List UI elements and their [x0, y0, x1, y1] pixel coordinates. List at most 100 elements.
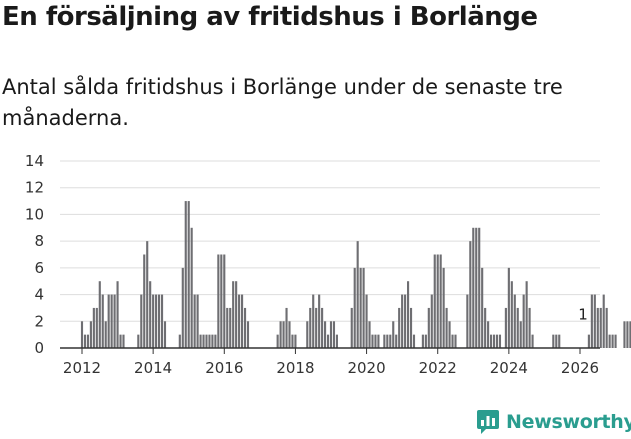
- bar-19: [137, 334, 140, 348]
- bar-56: [246, 321, 250, 348]
- bar-26: [158, 294, 161, 348]
- bar-103: [386, 334, 389, 348]
- chart-title: En försäljning av fritidshus i Borlänge: [2, 2, 538, 32]
- bar-12: [116, 281, 119, 348]
- bar-148: [519, 321, 522, 348]
- bar-131: [469, 241, 472, 348]
- bar-85: [332, 321, 336, 348]
- bar-50: [229, 307, 232, 348]
- newsworthy-logo-icon: [477, 410, 499, 434]
- bar-107: [398, 307, 401, 348]
- bar-120: [436, 254, 439, 348]
- bar-109: [404, 294, 407, 348]
- bar-86: [335, 334, 338, 348]
- bar-135: [481, 267, 484, 348]
- bar-82: [324, 321, 327, 348]
- bar-24: [152, 294, 155, 348]
- bar-78: [312, 294, 315, 348]
- bar-132: [472, 227, 475, 348]
- bar-118: [430, 294, 433, 348]
- bar-68: [282, 321, 285, 348]
- bar-28: [163, 321, 167, 348]
- bar-145: [510, 281, 513, 348]
- bar-70: [288, 321, 291, 348]
- x-tick-label-2022: 2022: [419, 359, 457, 377]
- bar-66: [276, 334, 279, 348]
- bar-92: [353, 267, 356, 348]
- y-tick-label-2: 2: [34, 312, 44, 330]
- bar-20: [140, 294, 143, 348]
- bar-25: [155, 294, 158, 348]
- bar-178: [608, 334, 611, 348]
- x-tick-label-2020: 2020: [347, 359, 385, 377]
- bar-144: [507, 267, 510, 348]
- bar-21: [143, 254, 146, 348]
- bar-146: [513, 294, 516, 348]
- bar-160: [555, 334, 558, 348]
- bar-100: [377, 334, 380, 348]
- brand: Newsworthy: [476, 407, 631, 437]
- x-tick-label-2026: 2026: [561, 359, 599, 377]
- bar-33: [178, 334, 181, 348]
- bar-40: [199, 334, 202, 348]
- bar-152: [531, 334, 534, 348]
- bar-37: [190, 227, 193, 348]
- bar-172: [590, 294, 593, 348]
- bar-44: [211, 334, 214, 348]
- bar-34: [181, 267, 184, 348]
- bar-46: [217, 254, 220, 348]
- bar-116: [424, 334, 427, 348]
- bar-9: [107, 294, 110, 348]
- bar-106: [395, 334, 398, 348]
- bar-4: [92, 307, 95, 348]
- bar-94: [359, 267, 362, 348]
- bar-112: [412, 334, 416, 348]
- bar-13: [119, 334, 122, 348]
- bar-55: [243, 307, 247, 348]
- bar-1: [83, 334, 87, 348]
- y-tick-label-12: 12: [25, 179, 44, 197]
- bar-99: [374, 334, 377, 348]
- bar-49: [226, 307, 229, 348]
- y-tick-label-10: 10: [25, 205, 44, 223]
- bar-35: [184, 201, 187, 348]
- bar-149: [522, 294, 525, 348]
- bar-48: [223, 254, 226, 348]
- bar-180: [614, 334, 617, 348]
- bar-150: [525, 281, 528, 348]
- bar-122: [442, 267, 445, 348]
- bar-77: [309, 307, 312, 348]
- bar-133: [475, 227, 478, 348]
- y-tick-label-14: 14: [25, 152, 44, 170]
- bar-67: [279, 321, 282, 348]
- bar-174: [596, 307, 599, 348]
- bar-6: [98, 281, 101, 348]
- bar-117: [427, 307, 430, 348]
- bar-126: [454, 334, 457, 348]
- bar-3: [89, 321, 92, 348]
- bar-104: [389, 334, 392, 348]
- y-tick-label-8: 8: [34, 232, 44, 250]
- bar-177: [605, 307, 608, 348]
- brand-name: Newsworthy: [506, 411, 631, 433]
- bar-71: [291, 334, 294, 348]
- bar-53: [238, 294, 241, 348]
- bar-161: [558, 334, 561, 348]
- bar-0: [80, 321, 84, 348]
- bar-176: [602, 294, 605, 348]
- bar-10: [110, 294, 113, 348]
- bar-91: [350, 307, 353, 348]
- bar-97: [368, 321, 371, 348]
- bar-111: [409, 307, 413, 348]
- bar-171: [587, 334, 590, 348]
- bar-80: [318, 294, 321, 348]
- bar-147: [516, 307, 519, 348]
- bar-83: [326, 334, 330, 348]
- bar-108: [401, 294, 404, 348]
- bar-11: [113, 294, 116, 348]
- bar-14: [122, 334, 125, 348]
- chart-subtitle: Antal sålda fritidshus i Borlänge under …: [2, 75, 563, 130]
- bar-23: [149, 281, 152, 348]
- bar-173: [593, 294, 596, 348]
- bar-137: [487, 321, 490, 348]
